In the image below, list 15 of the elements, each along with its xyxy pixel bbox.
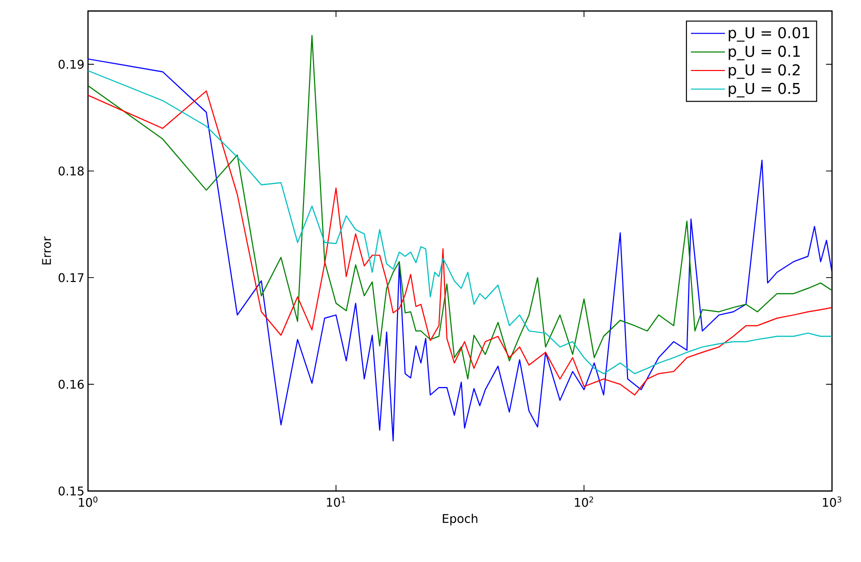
x-tick-label: 10$^{3}$ — [822, 496, 842, 507]
y-tick-label: 0.19 — [58, 60, 84, 69]
x-tick-label: 10$^{2}$ — [574, 496, 594, 507]
y-tick-label: 0.18 — [58, 166, 84, 176]
y-tick-label: 0.16 — [58, 380, 84, 389]
legend-label: p_U = 0.01 — [728, 27, 810, 42]
y-tick-label: 0.17 — [58, 273, 84, 282]
x-axis-title: Epoch — [442, 514, 478, 526]
legend-label: p_U = 0.2 — [728, 64, 800, 79]
y-tick-label: 0.15 — [58, 486, 84, 496]
x-tick-label: 10$^{0}$ — [78, 496, 98, 507]
y-axis-title: Error — [42, 236, 52, 264]
legend-label: p_U = 0.1 — [728, 46, 800, 60]
x-tick-label: 10$^{1}$ — [326, 496, 346, 507]
legend-label: p_U = 0.5 — [728, 82, 800, 98]
